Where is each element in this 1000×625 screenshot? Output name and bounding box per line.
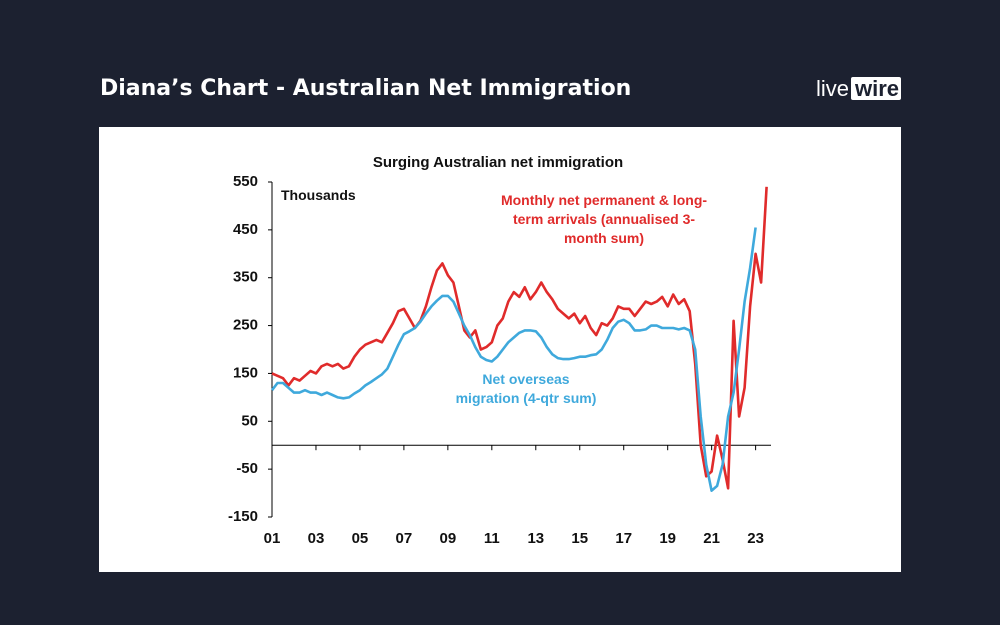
series-label: month sum): [564, 230, 644, 246]
x-tick-label: 11: [484, 530, 500, 547]
y-axis-unit: Thousands: [281, 187, 356, 203]
series-label: term arrivals (annualised 3-: [513, 211, 695, 227]
chart-card: [99, 127, 901, 572]
chart: Surging Australian net immigration Thous…: [228, 154, 771, 547]
y-tick-label: 250: [233, 317, 258, 334]
x-tick-label: 19: [659, 530, 676, 547]
x-tick-label: 13: [527, 530, 544, 547]
y-tick-label: 150: [233, 364, 258, 381]
y-tick-label: -50: [236, 460, 258, 477]
x-tick-label: 03: [308, 530, 325, 547]
series-line: [270, 227, 757, 492]
x-tick-label: 05: [352, 530, 369, 547]
y-tick-label: 450: [233, 221, 258, 238]
logo-text: live: [816, 76, 849, 101]
x-tick-label: 21: [703, 530, 720, 547]
x-tick-label: 07: [396, 530, 413, 547]
y-tick-label: 350: [233, 269, 258, 286]
series-label: migration (4-qtr sum): [456, 390, 597, 406]
logo: live wire: [816, 76, 901, 101]
logo-text: wire: [854, 76, 899, 101]
x-tick-label: 15: [571, 530, 588, 547]
y-tick-label: 50: [241, 412, 258, 429]
x-tick-label: 01: [264, 530, 281, 547]
x-tick-label: 23: [747, 530, 764, 547]
y-tick-label: 550: [233, 173, 258, 190]
page-title: Diana’s Chart - Australian Net Immigrati…: [100, 76, 631, 101]
series-line: [271, 186, 768, 490]
series-label: Net overseas: [482, 371, 569, 387]
x-tick-label: 09: [440, 530, 457, 547]
chart-title: Surging Australian net immigration: [373, 154, 623, 171]
x-tick-label: 17: [615, 530, 632, 547]
y-tick-label: -150: [228, 508, 258, 525]
series-label: Monthly net permanent & long-: [501, 192, 707, 208]
logo-box: [851, 77, 901, 100]
